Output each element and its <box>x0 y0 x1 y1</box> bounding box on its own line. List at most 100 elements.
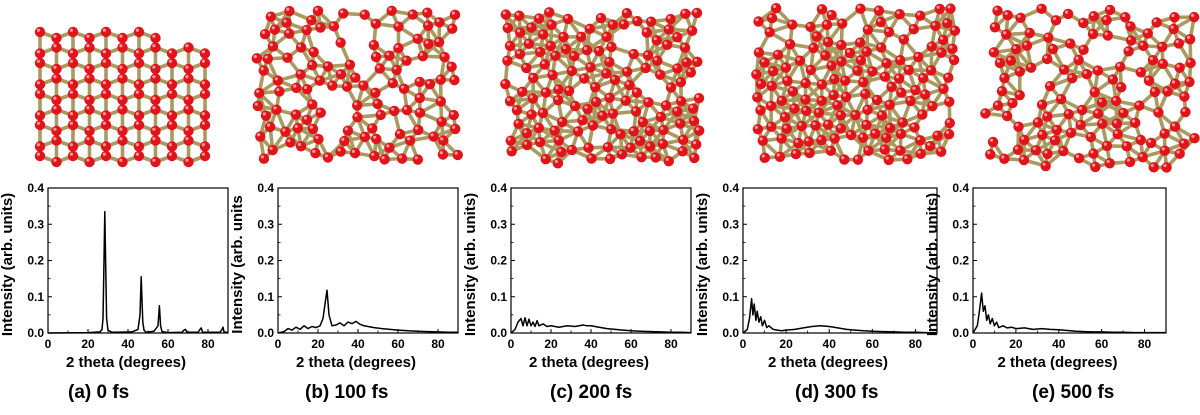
atoms <box>980 3 1200 173</box>
atom <box>1044 80 1056 92</box>
atom <box>881 58 892 69</box>
atom <box>628 126 639 137</box>
x-axis-label: 2 theta (degrees) <box>529 354 649 371</box>
atom <box>1037 129 1048 141</box>
atom <box>412 33 423 45</box>
atom <box>1143 75 1155 86</box>
atom <box>1042 111 1053 122</box>
atom <box>166 57 178 69</box>
atom <box>307 123 319 135</box>
atom <box>67 48 79 59</box>
atom <box>908 24 920 35</box>
atom <box>84 32 95 44</box>
atom <box>871 94 883 106</box>
atom <box>602 141 614 153</box>
atom <box>804 147 815 159</box>
atom <box>150 135 161 146</box>
atom <box>166 119 178 131</box>
atom <box>34 150 46 162</box>
atom <box>751 69 762 80</box>
atom <box>67 57 79 69</box>
atom <box>672 63 683 74</box>
atom <box>945 3 956 14</box>
atom <box>315 107 326 118</box>
atom <box>1001 29 1012 40</box>
atom <box>150 156 161 168</box>
y-tick-label: 0.3 <box>952 217 969 231</box>
atom <box>794 55 806 66</box>
atom <box>292 122 304 134</box>
atom <box>1076 104 1088 116</box>
y-tick-label: 0.2 <box>257 254 274 268</box>
atom <box>903 64 914 76</box>
atom <box>504 96 516 107</box>
atom <box>322 152 334 163</box>
atom <box>654 69 666 80</box>
atom <box>1010 44 1022 55</box>
atom <box>1179 91 1190 102</box>
atom <box>374 63 385 74</box>
atom <box>393 21 404 32</box>
atom <box>609 74 621 86</box>
x-tick-label: 80 <box>201 337 215 351</box>
atom <box>1149 86 1161 98</box>
y-tick-label: 0.2 <box>490 254 507 268</box>
atom <box>133 110 145 121</box>
atom <box>583 142 594 154</box>
atom <box>84 156 95 168</box>
atom <box>936 47 947 58</box>
atom <box>1049 135 1061 146</box>
atom <box>595 12 607 24</box>
atom <box>199 57 211 69</box>
atom <box>640 62 651 74</box>
panel-caption: (a) 0 fs <box>68 382 129 403</box>
atom <box>1096 97 1108 108</box>
atom <box>51 104 62 115</box>
atom <box>133 141 145 152</box>
y-tick-label: 0.1 <box>722 290 739 304</box>
atom <box>913 51 924 63</box>
atom <box>1014 89 1025 101</box>
atom <box>423 38 434 50</box>
y-axis-label: Intensity (arb. units <box>229 195 246 333</box>
atom <box>521 139 533 151</box>
atom <box>800 94 811 105</box>
atom <box>1051 124 1063 136</box>
series-line <box>277 289 458 334</box>
atom <box>401 55 412 66</box>
atom <box>601 31 612 43</box>
atom <box>604 92 615 104</box>
atom <box>875 16 886 28</box>
atom <box>677 134 689 146</box>
atom <box>765 100 777 112</box>
atom <box>590 82 601 93</box>
atom <box>424 78 436 90</box>
y-tick-label: 0.0 <box>952 326 969 340</box>
atom <box>582 103 593 115</box>
atom <box>387 78 398 89</box>
atom <box>295 141 307 152</box>
atom <box>687 103 699 114</box>
atom <box>1104 158 1115 169</box>
atom <box>861 119 872 131</box>
atom <box>1162 86 1173 97</box>
atom <box>199 79 211 90</box>
atom <box>358 80 369 91</box>
atom <box>100 141 112 152</box>
atom <box>593 45 605 57</box>
atom <box>67 79 79 90</box>
atom <box>1081 68 1093 80</box>
atom <box>438 135 449 146</box>
atom <box>836 39 847 51</box>
atom <box>1087 28 1099 40</box>
atom <box>631 87 643 98</box>
atom <box>675 96 687 107</box>
atom <box>1120 12 1131 23</box>
atom <box>533 13 545 24</box>
atom <box>1040 160 1051 172</box>
atom <box>335 69 347 80</box>
atom <box>1102 30 1114 41</box>
atom <box>949 25 961 36</box>
atom <box>386 5 397 17</box>
atom <box>513 118 524 130</box>
